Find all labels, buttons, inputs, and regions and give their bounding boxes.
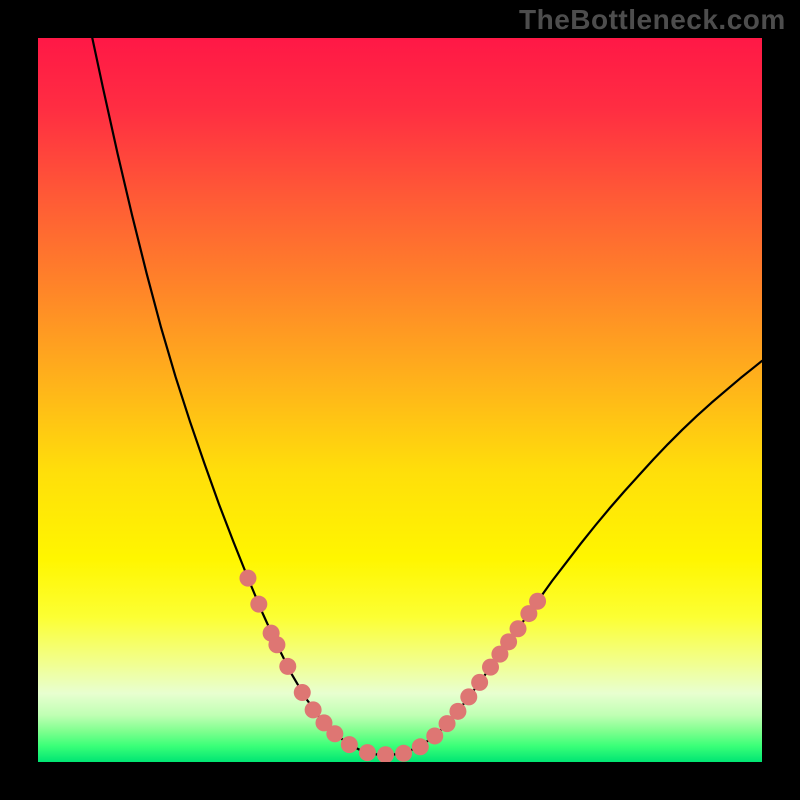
marker-point xyxy=(426,727,443,744)
marker-point xyxy=(326,725,343,742)
marker-point xyxy=(449,703,466,720)
marker-point xyxy=(510,620,527,637)
watermark-text: TheBottleneck.com xyxy=(519,4,786,36)
marker-point xyxy=(250,596,267,613)
marker-point xyxy=(294,684,311,701)
marker-point xyxy=(395,745,412,762)
plot-area xyxy=(38,38,762,762)
marker-point xyxy=(239,570,256,587)
marker-point xyxy=(279,658,296,675)
plot-svg xyxy=(38,38,762,762)
marker-point xyxy=(529,593,546,610)
chart-canvas: TheBottleneck.com xyxy=(0,0,800,800)
marker-point xyxy=(359,744,376,761)
marker-point xyxy=(471,674,488,691)
marker-point xyxy=(460,688,477,705)
gradient-background xyxy=(38,38,762,762)
marker-point xyxy=(341,736,358,753)
marker-point xyxy=(268,636,285,653)
marker-point xyxy=(305,701,322,718)
marker-point xyxy=(412,738,429,755)
